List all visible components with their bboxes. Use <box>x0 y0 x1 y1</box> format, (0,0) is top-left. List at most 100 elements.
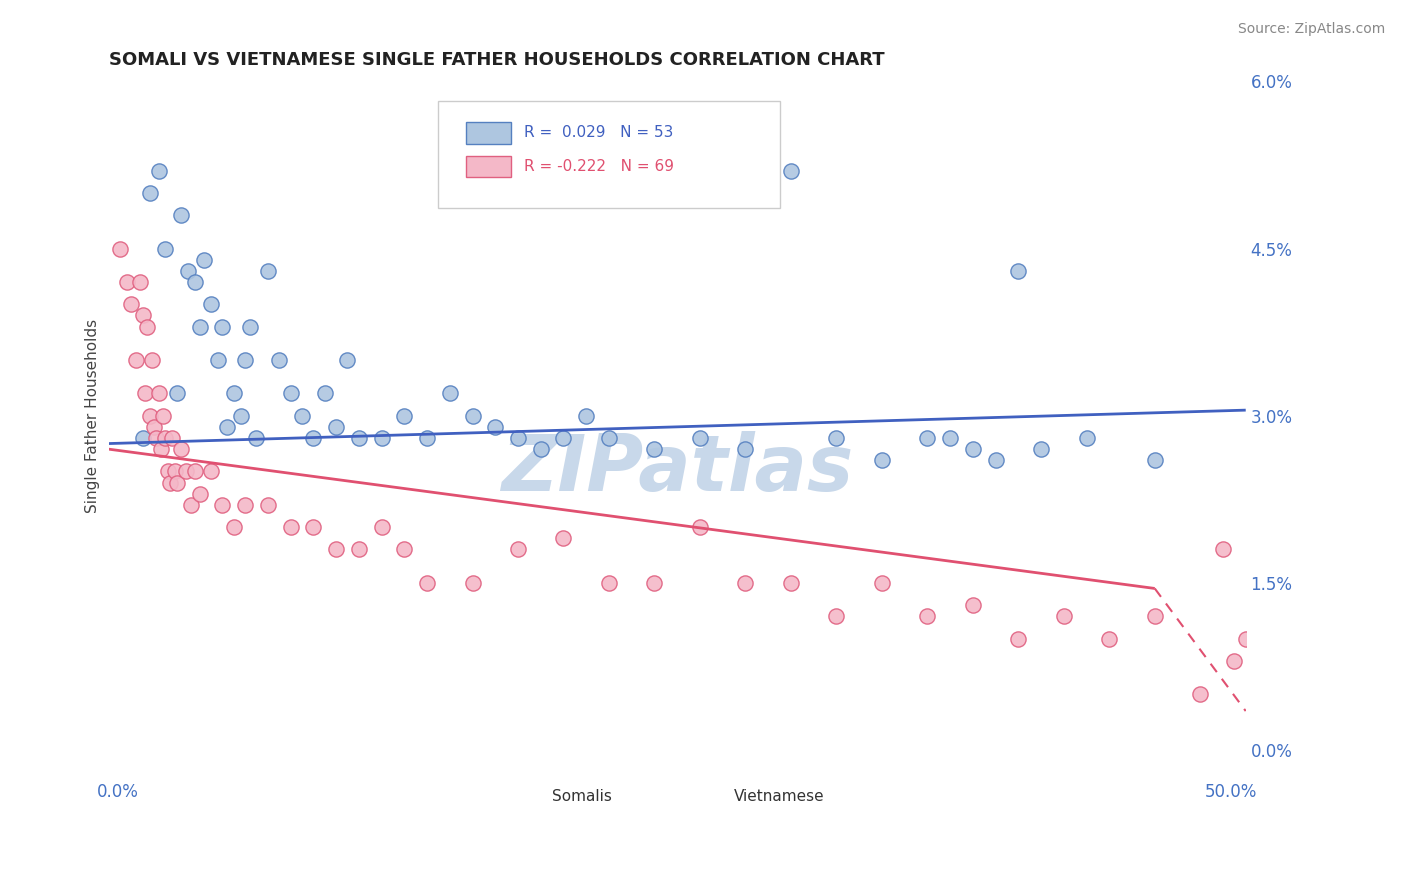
Point <box>155 242 177 256</box>
Point <box>530 442 553 457</box>
Point <box>506 542 529 557</box>
Point <box>229 409 252 423</box>
Point <box>179 498 201 512</box>
Point <box>211 319 233 334</box>
Point <box>108 242 131 256</box>
Point <box>222 520 245 534</box>
Point <box>1007 632 1029 646</box>
Point <box>132 431 155 445</box>
Point <box>256 264 278 278</box>
Point <box>129 275 152 289</box>
Point <box>1098 632 1121 646</box>
Point <box>347 542 370 557</box>
Point <box>302 520 325 534</box>
Point <box>184 275 207 289</box>
Point <box>138 186 160 200</box>
Point <box>174 465 197 479</box>
Point <box>156 465 179 479</box>
Point <box>1053 609 1076 624</box>
Text: R =  0.029   N = 53: R = 0.029 N = 53 <box>523 126 673 140</box>
Y-axis label: Single Father Households: Single Father Households <box>86 318 100 513</box>
Point <box>141 353 163 368</box>
Point <box>1007 264 1029 278</box>
Point <box>1143 453 1166 467</box>
Point <box>155 431 177 445</box>
Point <box>136 319 159 334</box>
Point <box>939 431 962 445</box>
Point <box>134 386 156 401</box>
Point <box>984 453 1007 467</box>
Point <box>689 431 711 445</box>
Point <box>132 309 155 323</box>
Point <box>917 431 939 445</box>
Point <box>917 609 939 624</box>
Point <box>643 442 665 457</box>
Point <box>416 431 439 445</box>
Point <box>553 431 575 445</box>
Point <box>1234 632 1257 646</box>
Point <box>152 409 174 423</box>
FancyBboxPatch shape <box>676 788 724 807</box>
Point <box>148 386 170 401</box>
Point <box>962 598 984 612</box>
Point <box>120 297 142 311</box>
FancyBboxPatch shape <box>494 788 541 807</box>
Point <box>207 353 229 368</box>
Point <box>689 520 711 534</box>
Text: 0.0%: 0.0% <box>97 783 139 802</box>
Point <box>193 252 215 267</box>
Point <box>177 264 200 278</box>
Point <box>138 409 160 423</box>
Point <box>370 520 392 534</box>
Point <box>291 409 314 423</box>
Point <box>575 409 598 423</box>
Point <box>280 520 302 534</box>
Point <box>1029 442 1052 457</box>
Point <box>184 465 207 479</box>
FancyBboxPatch shape <box>439 102 779 209</box>
Point <box>239 319 262 334</box>
Text: Somalis: Somalis <box>553 789 612 805</box>
Point <box>461 575 484 590</box>
Point <box>256 498 278 512</box>
Point <box>188 319 211 334</box>
FancyBboxPatch shape <box>465 155 512 177</box>
Point <box>325 420 347 434</box>
Point <box>314 386 336 401</box>
Point <box>484 420 506 434</box>
Point <box>222 386 245 401</box>
Text: 50.0%: 50.0% <box>1205 783 1257 802</box>
Point <box>162 431 184 445</box>
Point <box>166 386 188 401</box>
Point <box>780 575 803 590</box>
Point <box>148 163 170 178</box>
Point <box>643 575 665 590</box>
Point <box>115 275 138 289</box>
Point <box>269 353 291 368</box>
Point <box>280 386 302 401</box>
Point <box>870 575 893 590</box>
Point <box>962 442 984 457</box>
Text: Vietnamese: Vietnamese <box>734 789 825 805</box>
Point <box>439 386 461 401</box>
Point <box>149 442 172 457</box>
Point <box>170 442 193 457</box>
Point <box>506 431 529 445</box>
Point <box>825 609 848 624</box>
Point <box>163 465 186 479</box>
Point <box>598 431 620 445</box>
Point <box>143 420 166 434</box>
Point <box>870 453 893 467</box>
Point <box>598 575 620 590</box>
Point <box>166 475 188 490</box>
Point <box>336 353 359 368</box>
Point <box>325 542 347 557</box>
Text: Source: ZipAtlas.com: Source: ZipAtlas.com <box>1237 22 1385 37</box>
Point <box>825 431 848 445</box>
Point <box>211 498 233 512</box>
FancyBboxPatch shape <box>465 122 512 144</box>
Point <box>233 353 256 368</box>
Point <box>394 409 416 423</box>
Point <box>233 498 256 512</box>
Point <box>734 575 756 590</box>
